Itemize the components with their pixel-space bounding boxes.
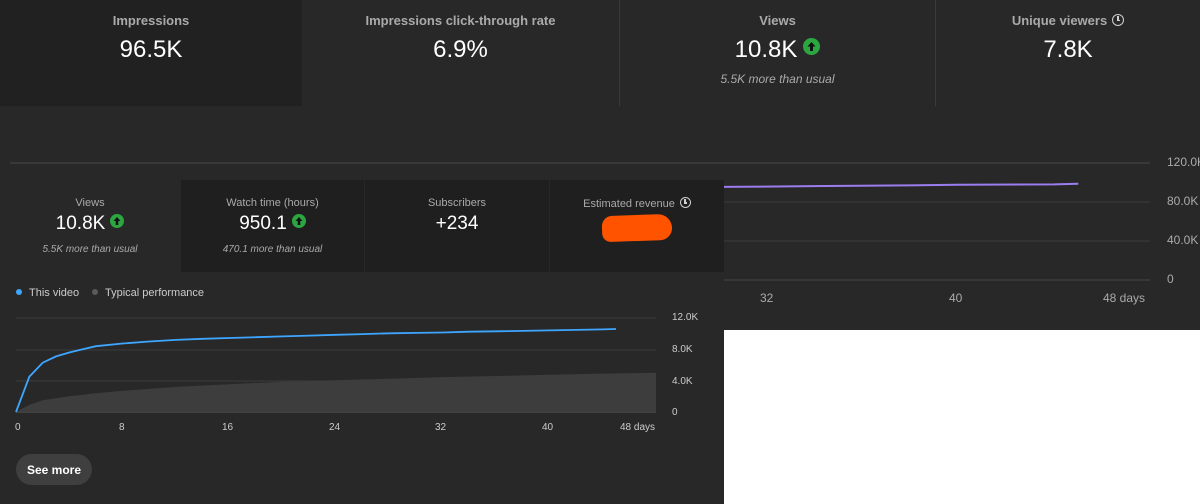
analytics-panel-small: Views 10.8K 5.5K more than usual Watch t… xyxy=(0,180,724,504)
clock-icon xyxy=(1112,14,1125,26)
legend-dot xyxy=(92,289,98,295)
legend-dot xyxy=(16,289,22,295)
x-tick-label: 24 xyxy=(329,422,341,433)
x-tick-label: 48 days xyxy=(620,422,656,433)
legend-typical-performance[interactable]: Typical performance xyxy=(92,287,204,299)
metric-label: Watch time (hours) xyxy=(226,197,319,209)
metric-label-row: Estimated revenue xyxy=(550,197,724,210)
x-tick-label: 40 xyxy=(949,291,963,305)
y-tick-label: 0 xyxy=(672,407,678,418)
y-tick-label: 40.0K xyxy=(1167,233,1199,247)
metric-tab-estimated-revenue[interactable]: Estimated revenue xyxy=(550,180,724,272)
metric-tab-watch-time[interactable]: Watch time (hours) 950.1 470.1 more than… xyxy=(181,180,364,272)
trend-up-icon xyxy=(291,214,306,228)
metric-tab-views[interactable]: Views 10.8K 5.5K more than usual xyxy=(620,0,935,106)
x-tick-label: 8 xyxy=(119,422,125,433)
metric-tab-subscribers[interactable]: Subscribers +234 xyxy=(365,180,549,272)
this-video-line xyxy=(15,328,617,413)
trend-up-icon xyxy=(110,214,125,228)
metric-value-row: 950.1 xyxy=(181,213,364,235)
metric-label: Unique viewers xyxy=(1011,13,1108,28)
x-tick-label: 40 xyxy=(542,422,554,433)
metric-value: 10.8K xyxy=(55,213,106,234)
trend-up-icon xyxy=(803,38,821,55)
metric-value-row: 10.8K xyxy=(620,36,935,64)
x-tick-label: 16 xyxy=(222,422,234,433)
legend-this-video[interactable]: This video xyxy=(16,287,79,299)
metric-label: Impressions click-through rate xyxy=(365,13,556,28)
metric-label: Impressions xyxy=(112,13,190,28)
y-tick-label: 12.0K xyxy=(672,312,699,323)
y-tick-label: 8.0K xyxy=(672,344,693,355)
clock-icon xyxy=(679,197,691,208)
x-tick-label: 32 xyxy=(435,422,447,433)
typical-performance-area xyxy=(16,372,656,412)
y-tick-label: 0 xyxy=(1167,272,1174,286)
metric-value: 96.5K xyxy=(119,36,183,63)
metric-subtext: 5.5K more than usual xyxy=(42,244,138,255)
metric-label: Views xyxy=(759,13,796,28)
divider xyxy=(619,0,620,106)
metric-subtext: 470.1 more than usual xyxy=(222,244,323,255)
metric-label: Subscribers xyxy=(427,197,487,209)
y-tick-label: 80.0K xyxy=(1167,194,1199,208)
y-tick-label: 120.0K xyxy=(1167,155,1200,169)
metric-label: Estimated revenue xyxy=(583,198,675,210)
see-more-button[interactable]: See more xyxy=(16,454,92,485)
x-tick-label: 32 xyxy=(760,291,774,305)
metric-tab-views[interactable]: Views 10.8K 5.5K more than usual xyxy=(0,180,180,272)
metric-value: 6.9% xyxy=(433,36,488,63)
y-tick-label: 4.0K xyxy=(672,376,693,387)
metric-label: Views xyxy=(75,197,105,209)
x-tick-label: 0 xyxy=(15,422,21,433)
metric-value: 950.1 xyxy=(239,213,287,234)
metric-value: 10.8K xyxy=(734,36,798,63)
metric-label-row: Unique viewers xyxy=(936,13,1200,28)
legend-label: This video xyxy=(29,287,80,299)
divider xyxy=(935,0,936,106)
metric-subtext: 5.5K more than usual xyxy=(720,72,835,86)
metric-tab-impressions[interactable]: Impressions 96.5K xyxy=(0,0,302,106)
x-tick-label: 48 days xyxy=(1103,291,1146,305)
views-line xyxy=(641,182,1079,189)
metric-tab-unique-viewers[interactable]: Unique viewers 7.8K xyxy=(936,0,1200,106)
metric-tab-ctr[interactable]: Impressions click-through rate 6.9% xyxy=(302,0,619,106)
legend-label: Typical performance xyxy=(105,287,205,299)
metric-value: +234 xyxy=(435,213,479,234)
front-chart xyxy=(15,317,656,413)
metric-value: 7.8K xyxy=(1043,36,1093,63)
metric-value-row: 10.8K xyxy=(0,213,180,235)
